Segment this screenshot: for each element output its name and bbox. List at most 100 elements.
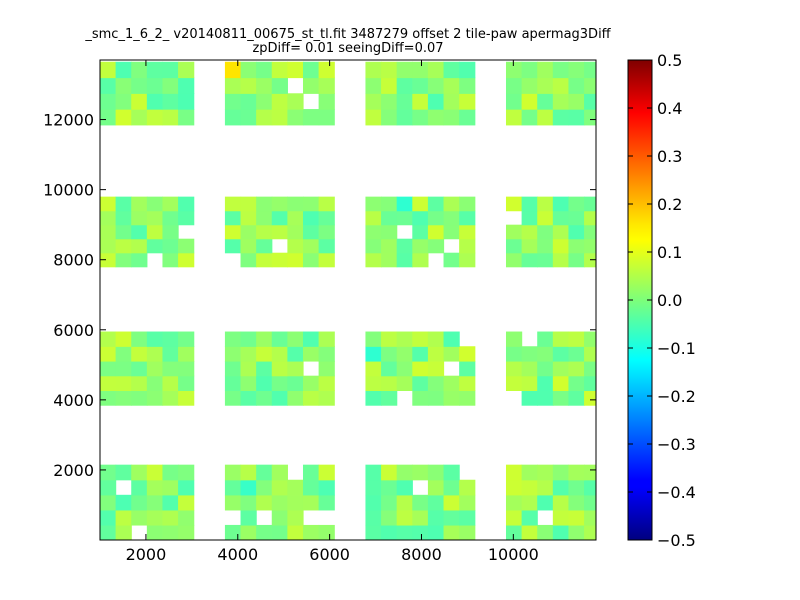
heatmap-cell (521, 252, 538, 268)
heatmap-cell (256, 464, 273, 481)
heatmap-cell (505, 479, 523, 496)
heatmap-cell (287, 524, 304, 540)
heatmap-cell (287, 390, 304, 406)
heatmap-cell (100, 464, 117, 481)
heatmap-cell (365, 464, 382, 481)
heatmap-cell (521, 77, 538, 94)
heatmap-cell (396, 109, 413, 126)
heatmap-cell (100, 494, 117, 511)
x-tick-label: 6000 (309, 545, 350, 564)
heatmap-cell (256, 390, 273, 406)
heatmap-cell (162, 509, 179, 526)
heatmap-cell (381, 346, 398, 362)
heatmap-cell (459, 360, 476, 377)
heatmap-cell (412, 210, 429, 226)
chart-title: _smc_1_6_2_ v20140811_00675_st_tl.fit 34… (84, 27, 611, 42)
heatmap-cell (271, 252, 288, 268)
heatmap-cell (302, 109, 320, 126)
heatmap-cell (162, 252, 179, 268)
heatmap-cell (224, 375, 242, 391)
heatmap-cell (568, 93, 585, 110)
heatmap-cell (552, 61, 570, 79)
heatmap-cell (381, 524, 398, 540)
heatmap-cell (115, 238, 132, 254)
heatmap-cell (162, 77, 179, 94)
heatmap-cell (396, 238, 413, 254)
heatmap-cell (256, 109, 273, 126)
heatmap-cell (131, 360, 148, 377)
heatmap-cell (224, 109, 242, 126)
heatmap-cell (131, 109, 148, 126)
heatmap-cell (287, 196, 304, 212)
heatmap-cell (178, 375, 195, 391)
heatmap-cell (427, 238, 445, 254)
heatmap-cell (240, 93, 257, 110)
heatmap-cell (584, 346, 596, 362)
heatmap-cell (459, 479, 476, 496)
heatmap-cell (552, 238, 570, 254)
heatmap-cell (443, 109, 460, 126)
heatmap-cell (224, 464, 242, 481)
heatmap-cell (178, 464, 195, 481)
heatmap-cell (537, 196, 554, 212)
heatmap-cell (365, 77, 382, 94)
heatmap-cell (427, 464, 445, 481)
heatmap-cell (505, 375, 523, 391)
heatmap-cell (584, 360, 596, 377)
heatmap-cell (162, 524, 179, 540)
heatmap-cell (381, 464, 398, 481)
heatmap-cell (256, 524, 273, 540)
heatmap-cell (521, 109, 538, 126)
heatmap-cell (396, 360, 413, 377)
heatmap-cell (224, 524, 242, 540)
heatmap-cell (256, 77, 273, 94)
heatmap-cell (100, 375, 117, 391)
heatmap-cell (443, 93, 460, 110)
heatmap-cell (521, 464, 538, 481)
heatmap-cell (162, 375, 179, 391)
heatmap-cell (537, 109, 554, 126)
heatmap-cell (318, 224, 335, 240)
heatmap-cell (178, 210, 195, 226)
heatmap-cell (459, 109, 476, 126)
heatmap-cell (146, 196, 164, 212)
heatmap-cell (131, 464, 148, 481)
heatmap-cell (240, 61, 257, 79)
heatmap-cell (584, 93, 596, 110)
heatmap-cell (427, 210, 445, 226)
heatmap-cell (302, 196, 320, 212)
heatmap-cell (224, 77, 242, 94)
heatmap-cell (381, 360, 398, 377)
heatmap-cell (427, 375, 445, 391)
heatmap-cell (131, 77, 148, 94)
heatmap-cell (318, 375, 335, 391)
heatmap-cell (318, 346, 335, 362)
heatmap-cell (271, 346, 288, 362)
heatmap-cell (100, 331, 117, 347)
heatmap-cell (505, 360, 523, 377)
heatmap-cell (115, 524, 132, 540)
heatmap-cell (146, 224, 164, 240)
heatmap-cell (584, 210, 596, 226)
heatmap-cell (131, 375, 148, 391)
heatmap-cell (365, 61, 382, 79)
heatmap-cell (412, 360, 429, 377)
heatmap-cell (412, 61, 429, 79)
heatmap-cell (427, 390, 445, 406)
heatmap-cell (412, 238, 429, 254)
heatmap-cell (552, 360, 570, 377)
heatmap-cell (287, 93, 304, 110)
heatmap-cell (162, 479, 179, 496)
heatmap-cell (131, 252, 148, 268)
heatmap-cell (365, 375, 382, 391)
heatmap-cell (568, 224, 585, 240)
heatmap-cell (240, 210, 257, 226)
heatmap-cell (115, 494, 132, 511)
heatmap-cell (131, 238, 148, 254)
heatmap-cell (381, 494, 398, 511)
heatmap-cell (131, 509, 148, 526)
heatmap-cell (412, 494, 429, 511)
heatmap-cell (381, 109, 398, 126)
heatmap-cell (271, 331, 288, 347)
heatmap-cell (381, 61, 398, 79)
